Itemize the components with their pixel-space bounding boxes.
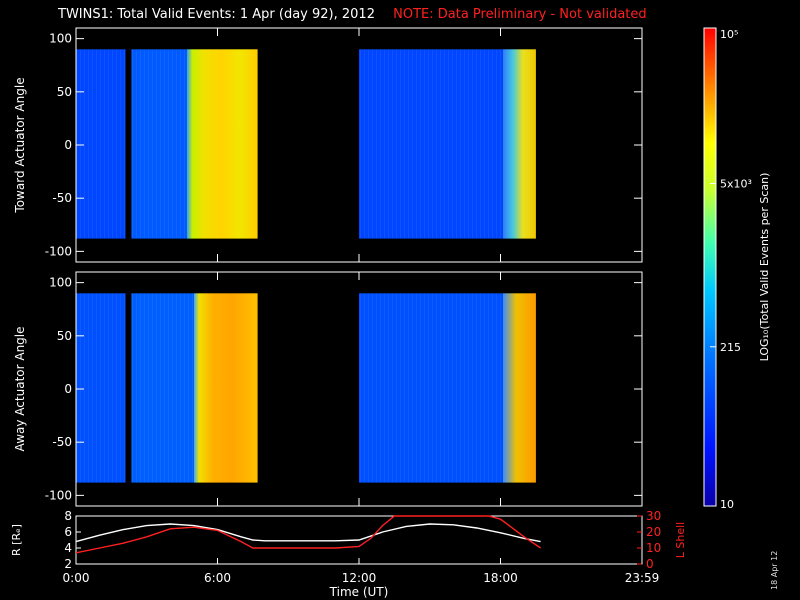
away-panel: 100 50 0 -50 -100 Away Actuator Angle [13, 271, 643, 507]
toward-y-ticks: 100 50 0 -50 -100 [45, 28, 643, 262]
x-tick-label: 18:00 [483, 571, 518, 585]
generation-date: 18 Apr 12 [770, 550, 779, 590]
orbit-right-tick-label: 20 [646, 525, 661, 539]
orbit-right-tick-label: 30 [646, 509, 661, 523]
colorbar-gradient [703, 27, 717, 507]
toward-segment-texture-0 [76, 49, 126, 239]
toward-ytick-label: 50 [57, 85, 72, 99]
x-tick-label: 23:59 [625, 571, 660, 585]
toward-ytick-label: 0 [64, 138, 72, 152]
away-y-label: Away Actuator Angle [13, 326, 27, 451]
colorbar-tick-label: 10⁵ [720, 28, 738, 41]
colorbar: 10⁵ 5x10³ 215 10 LOG₁₀(Total Valid Events p… [703, 27, 771, 511]
l-shell-line [75, 515, 541, 554]
orbit-ticks: 2 4 6 8 0 10 20 30 0:00 6:00 12:00 18:00 23:59 [63, 509, 662, 585]
away-ytick-label: 100 [49, 276, 72, 290]
colorbar-label: LOG₁₀(Total Valid Events per Scan) [758, 173, 771, 362]
r-distance-line [75, 523, 541, 543]
x-tick-label: 12:00 [342, 571, 377, 585]
away-ytick-label: -100 [45, 488, 72, 502]
toward-y-label: Toward Actuator Angle [13, 77, 27, 213]
away-segment-texture-0 [76, 293, 126, 483]
away-segment-texture-1 [131, 293, 194, 483]
orbit-panel: 2 4 6 8 0 10 20 30 0:00 6:00 12:00 18:00 23:59 R [Rₑ… [10, 509, 687, 599]
away-ytick-label: 50 [57, 329, 72, 343]
toward-segment-4 [502, 49, 536, 239]
toward-segment-2 [186, 49, 258, 239]
away-y-ticks: 100 50 0 -50 -100 [45, 272, 643, 506]
away-heatmap-cells [76, 293, 536, 483]
orbit-right-tick-label: 0 [646, 557, 654, 571]
colorbar-tick-label: 5x10³ [720, 177, 752, 190]
toward-ytick-label: 100 [49, 32, 72, 46]
toward-ytick-label: -50 [52, 191, 72, 205]
orbit-right-label: L Shell [674, 522, 687, 558]
x-axis-label: Time (UT) [329, 585, 389, 599]
orbit-left-tick-label: 8 [64, 509, 72, 523]
away-ytick-label: -50 [52, 435, 72, 449]
colorbar-tick-label: 10 [720, 498, 734, 511]
orbit-left-tick-label: 2 [64, 557, 72, 571]
toward-segment-texture-3 [359, 49, 503, 239]
away-segment-texture-3 [359, 293, 503, 483]
toward-segment-texture-1 [131, 49, 187, 239]
colorbar-ticks: 10⁵ 5x10³ 215 10 [710, 27, 752, 511]
away-segment-4 [502, 293, 536, 483]
away-ytick-label: 0 [64, 382, 72, 396]
orbit-left-label: R [Rₑ] [10, 524, 23, 556]
orbit-left-tick-label: 4 [64, 541, 72, 555]
orbit-lines [75, 515, 541, 554]
plot-title-main: TWINS1: Total Valid Events: 1 Apr (day 9… [58, 7, 375, 22]
plot-title: TWINS1: Total Valid Events: 1 Apr (day 9… [58, 7, 647, 22]
x-tick-label: 6:00 [204, 571, 231, 585]
orbit-right-tick-label: 10 [646, 541, 661, 555]
x-tick-label: 0:00 [63, 571, 90, 585]
toward-ytick-label: -100 [45, 244, 72, 258]
away-segment-2 [193, 293, 258, 483]
toward-heatmap-cells [76, 49, 536, 239]
toward-panel: 100 50 0 -50 -100 Toward Actuator Angle [13, 27, 643, 263]
orbit-left-tick-label: 6 [64, 525, 72, 539]
plot-title-note: NOTE: Data Preliminary - Not validated [393, 7, 647, 22]
colorbar-tick-label: 215 [720, 341, 741, 354]
